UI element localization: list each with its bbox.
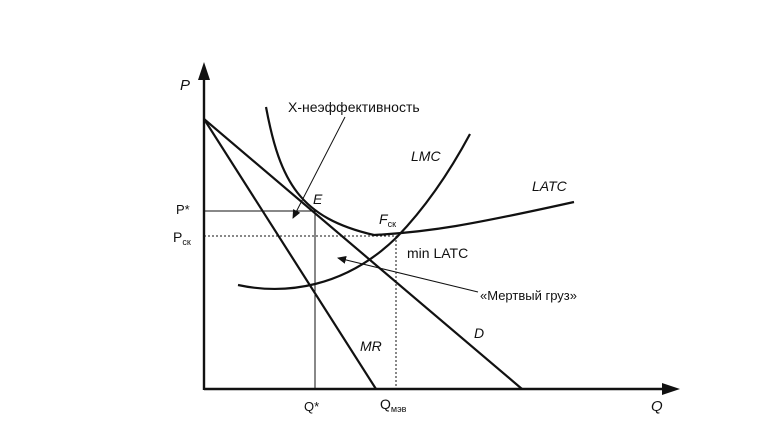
point-f-sub: ск — [388, 219, 397, 229]
p-ck-label: Pск — [173, 229, 191, 247]
q-mev-sub: мэв — [391, 404, 407, 414]
lmc-label: LMC — [411, 148, 441, 164]
point-f-label: Fск — [379, 211, 396, 229]
q-mev-label: Qмэв — [380, 396, 407, 414]
p-star-label: P* — [176, 202, 190, 217]
demand-curve — [203, 118, 523, 390]
y-axis-label: P — [180, 77, 190, 94]
p-ck-sub: ск — [182, 237, 191, 247]
deadweight-arrow — [337, 256, 479, 293]
q-mev-main: Q — [380, 396, 391, 412]
mr-label: MR — [360, 338, 382, 354]
latc-label: LATC — [532, 178, 568, 194]
q-star-label: Q* — [304, 399, 319, 414]
latc-curve — [264, 106, 575, 237]
demand-label: D — [474, 325, 484, 341]
y-axis-arrow-icon — [198, 62, 210, 80]
min-latc-label: min LATC — [407, 245, 468, 261]
x-axis-label: Q — [651, 398, 663, 415]
p-ck-main: P — [173, 229, 182, 245]
point-e-label: E — [313, 191, 323, 207]
x-inefficiency-arrow — [292, 116, 346, 219]
x-inefficiency-label: X-неэффективность — [288, 99, 420, 115]
marginal-revenue-curve — [203, 118, 377, 390]
lmc-curve — [237, 133, 471, 290]
deadweight-label: «Мертвый груз» — [480, 288, 577, 303]
x-axis-arrow-icon — [662, 383, 680, 395]
point-f-main: F — [379, 211, 389, 227]
